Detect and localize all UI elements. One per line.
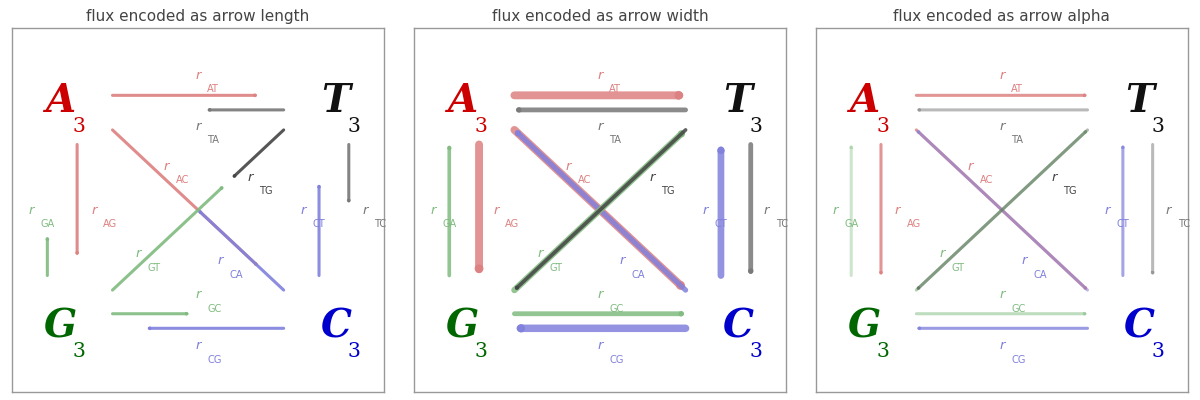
Text: GT: GT (148, 263, 161, 273)
Title: flux encoded as arrow alpha: flux encoded as arrow alpha (894, 9, 1110, 24)
Text: r: r (217, 254, 223, 268)
Text: CG: CG (610, 354, 624, 364)
Text: 3: 3 (348, 342, 361, 362)
Text: C: C (320, 308, 352, 346)
Text: r: r (1166, 204, 1171, 216)
Text: AG: AG (103, 219, 118, 229)
Text: r: r (1000, 288, 1004, 301)
Text: GT: GT (550, 263, 563, 273)
Text: 3: 3 (1152, 342, 1165, 362)
Text: GA: GA (845, 219, 859, 229)
Text: TA: TA (1012, 135, 1024, 145)
Text: r: r (247, 171, 253, 184)
Text: r: r (1000, 120, 1004, 133)
Text: T: T (724, 82, 752, 120)
Text: 3: 3 (876, 117, 889, 136)
Text: GA: GA (41, 219, 55, 229)
Text: C: C (722, 308, 754, 346)
Text: 3: 3 (750, 342, 763, 362)
Text: G: G (445, 308, 479, 346)
Text: 3: 3 (474, 342, 487, 362)
Text: AC: AC (577, 176, 592, 186)
Text: TC: TC (374, 219, 386, 229)
Text: CA: CA (631, 270, 646, 280)
Text: r: r (895, 204, 900, 216)
Text: G: G (847, 308, 881, 346)
Text: 3: 3 (348, 117, 361, 136)
Text: TA: TA (610, 135, 622, 145)
Text: r: r (764, 204, 769, 216)
Text: TG: TG (1063, 186, 1076, 196)
Text: AT: AT (208, 84, 220, 94)
Text: CT: CT (714, 219, 727, 229)
Text: r: r (431, 204, 436, 216)
Text: r: r (940, 247, 946, 260)
Text: TG: TG (259, 186, 272, 196)
Text: AT: AT (1012, 84, 1024, 94)
Text: r: r (833, 204, 838, 216)
Text: r: r (196, 288, 200, 301)
Text: r: r (649, 171, 655, 184)
Text: r: r (598, 69, 602, 82)
Text: r: r (1104, 204, 1110, 216)
Text: GT: GT (952, 263, 965, 273)
Text: r: r (1021, 254, 1027, 268)
Text: TC: TC (776, 219, 788, 229)
Text: 3: 3 (474, 117, 487, 136)
Text: r: r (967, 160, 973, 173)
Text: r: r (619, 254, 625, 268)
Text: T: T (1126, 82, 1154, 120)
Title: flux encoded as arrow length: flux encoded as arrow length (86, 9, 310, 24)
Text: r: r (598, 288, 602, 301)
Text: AG: AG (505, 219, 520, 229)
Text: 3: 3 (72, 342, 85, 362)
Text: GC: GC (208, 304, 222, 314)
Text: r: r (136, 247, 142, 260)
Text: r: r (493, 204, 498, 216)
Text: GA: GA (443, 219, 457, 229)
Text: G: G (43, 308, 77, 346)
Text: r: r (163, 160, 169, 173)
Text: r: r (91, 204, 97, 216)
Text: CT: CT (1116, 219, 1129, 229)
Text: CA: CA (1033, 270, 1048, 280)
Text: AT: AT (610, 84, 622, 94)
Text: TC: TC (1178, 219, 1190, 229)
Text: GC: GC (1012, 304, 1026, 314)
Text: GC: GC (610, 304, 624, 314)
Text: r: r (300, 204, 306, 216)
Text: CG: CG (208, 354, 222, 364)
Text: r: r (1051, 171, 1057, 184)
Title: flux encoded as arrow width: flux encoded as arrow width (492, 9, 708, 24)
Text: A: A (850, 82, 880, 120)
Text: C: C (1124, 308, 1156, 346)
Text: r: r (598, 339, 602, 352)
Text: CT: CT (312, 219, 325, 229)
Text: 3: 3 (876, 342, 889, 362)
Text: CA: CA (229, 270, 244, 280)
Text: r: r (196, 69, 200, 82)
Text: CG: CG (1012, 354, 1026, 364)
Text: AC: AC (175, 176, 190, 186)
Text: 3: 3 (1152, 117, 1165, 136)
Text: r: r (196, 339, 200, 352)
Text: r: r (598, 120, 602, 133)
Text: 3: 3 (72, 117, 85, 136)
Text: r: r (538, 247, 544, 260)
Text: r: r (702, 204, 708, 216)
Text: 3: 3 (750, 117, 763, 136)
Text: T: T (322, 82, 350, 120)
Text: AC: AC (979, 176, 994, 186)
Text: r: r (29, 204, 34, 216)
Text: AG: AG (907, 219, 922, 229)
Text: r: r (565, 160, 571, 173)
Text: TA: TA (208, 135, 220, 145)
Text: r: r (1000, 339, 1004, 352)
Text: TG: TG (661, 186, 674, 196)
Text: A: A (448, 82, 478, 120)
Text: A: A (46, 82, 76, 120)
Text: r: r (362, 204, 367, 216)
Text: r: r (1000, 69, 1004, 82)
Text: r: r (196, 120, 200, 133)
